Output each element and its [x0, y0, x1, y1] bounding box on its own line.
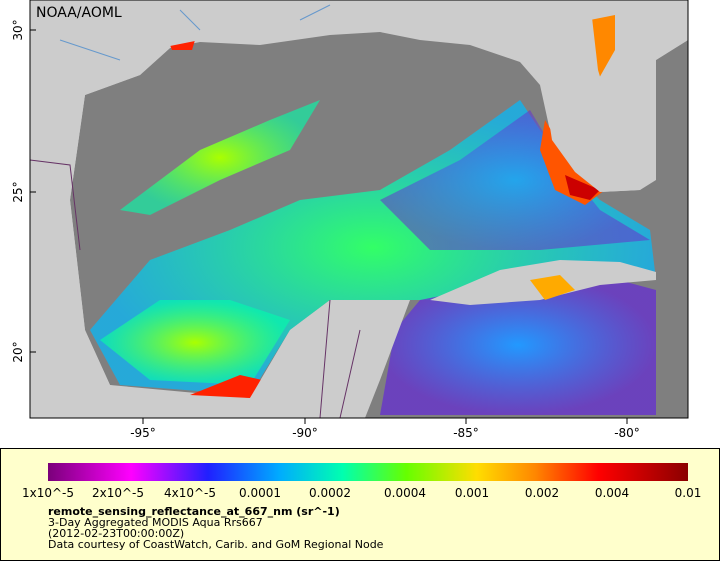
colorbar-label: 0.002 [525, 486, 559, 500]
lat-label: 20° [11, 341, 25, 362]
lon-label: -90° [292, 426, 318, 440]
lon-axis: -95° -90° -85° -80° [130, 418, 640, 440]
colorbar-label: 0.0002 [309, 486, 351, 500]
variable-name: remote_sensing_reflectance_at_667_nm (sr… [48, 505, 340, 518]
lat-axis: 30° 25° 20° [11, 19, 36, 363]
credit: NOAA/AOML [36, 5, 122, 21]
lat-label: 30° [11, 19, 25, 40]
colorbar-label: 1x10^-5 [22, 486, 74, 500]
caption-line: Data courtesy of CoastWatch, Carib. and … [48, 538, 384, 551]
lon-label: -85° [453, 426, 479, 440]
colorbar-label: 2x10^-5 [92, 486, 144, 500]
colorbar-label: 0.0001 [239, 486, 281, 500]
colorbar-label: 0.001 [455, 486, 489, 500]
lat-label: 25° [11, 181, 25, 202]
colorbar-labels: 1x10^-5 2x10^-5 4x10^-5 0.0001 0.0002 0.… [22, 486, 701, 500]
map-frame [29, 0, 689, 419]
colorbar-label: 0.01 [675, 486, 702, 500]
colorbar-label: 0.004 [595, 486, 629, 500]
lon-label: -95° [130, 426, 156, 440]
caption-line: (2012-02-23T00:00:00Z) [48, 527, 184, 540]
lon-label: -80° [614, 426, 640, 440]
map [30, 0, 688, 418]
colorbar [48, 463, 688, 481]
colorbar-label: 0.0004 [384, 486, 426, 500]
colorbar-label: 4x10^-5 [164, 486, 216, 500]
caption-line: 3-Day Aggregated MODIS Aqua Rrs667 [48, 516, 263, 529]
